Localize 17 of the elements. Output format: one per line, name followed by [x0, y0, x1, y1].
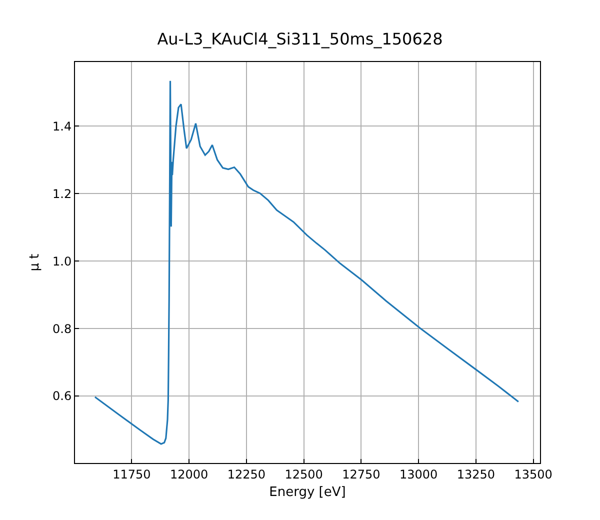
- y-tick-label: 0.8: [52, 322, 72, 336]
- line-series: [94, 80, 520, 445]
- x-tick-label: 13000: [399, 467, 438, 482]
- y-tick-label: 1.0: [52, 254, 72, 268]
- x-tick-label: 13500: [514, 467, 552, 482]
- y-tick-label: 1.4: [52, 119, 72, 134]
- x-tick-label: 12750: [342, 467, 380, 482]
- y-axis-title: μ t: [27, 254, 42, 272]
- x-tick-label: 12500: [284, 467, 323, 482]
- x-tick-label: 13250: [456, 467, 496, 482]
- x-axis-title: Energy [eV]: [269, 485, 346, 500]
- chart-title: Au-L3_KAuCl4_Si311_50ms_150628: [157, 30, 443, 49]
- x-tick-label: 12000: [170, 467, 208, 482]
- y-tick-label: 1.2: [52, 186, 72, 201]
- x-tick-label: 12250: [227, 467, 266, 482]
- x-tick-label: 11750: [112, 467, 151, 482]
- y-tick-label: 0.6: [52, 389, 72, 404]
